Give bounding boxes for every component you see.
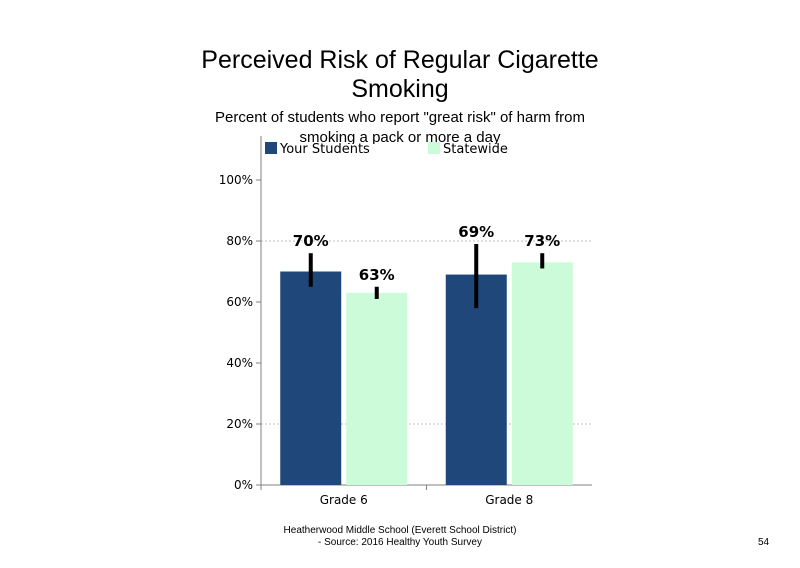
y-tick-label: 20% (226, 417, 253, 431)
footer-school: Heatherwood Middle School (Everett Schoo… (283, 525, 517, 536)
footer-survey-source: - Source: 2016 Healthy Youth Survey (318, 537, 482, 548)
footer-source: Heatherwood Middle School (Everett Schoo… (240, 525, 560, 549)
data-label: 69% (458, 223, 494, 241)
page-number: 54 (758, 537, 770, 548)
legend-swatch (428, 142, 440, 154)
bar (346, 292, 408, 485)
bar (445, 274, 507, 485)
y-tick-label: 0% (234, 478, 253, 492)
legend-label: Your Students (279, 142, 370, 157)
data-label: 73% (524, 232, 560, 250)
chart-subtitle: Percent of students who report "great ri… (215, 109, 585, 144)
x-tick-label: Grade 6 (320, 493, 368, 507)
chart-title: Perceived Risk of Regular Cigarette Smok… (201, 46, 599, 103)
data-label: 70% (293, 232, 329, 250)
bar (280, 271, 342, 485)
legend-label: Statewide (443, 142, 508, 157)
y-tick-label: 100% (219, 173, 253, 187)
bar (511, 262, 573, 485)
data-label: 63% (359, 266, 395, 284)
y-tick-label: 60% (226, 295, 253, 309)
x-tick-label: Grade 8 (485, 493, 533, 507)
y-tick-label: 40% (226, 356, 253, 370)
legend-swatch (265, 142, 277, 154)
y-tick-label: 80% (226, 234, 253, 248)
